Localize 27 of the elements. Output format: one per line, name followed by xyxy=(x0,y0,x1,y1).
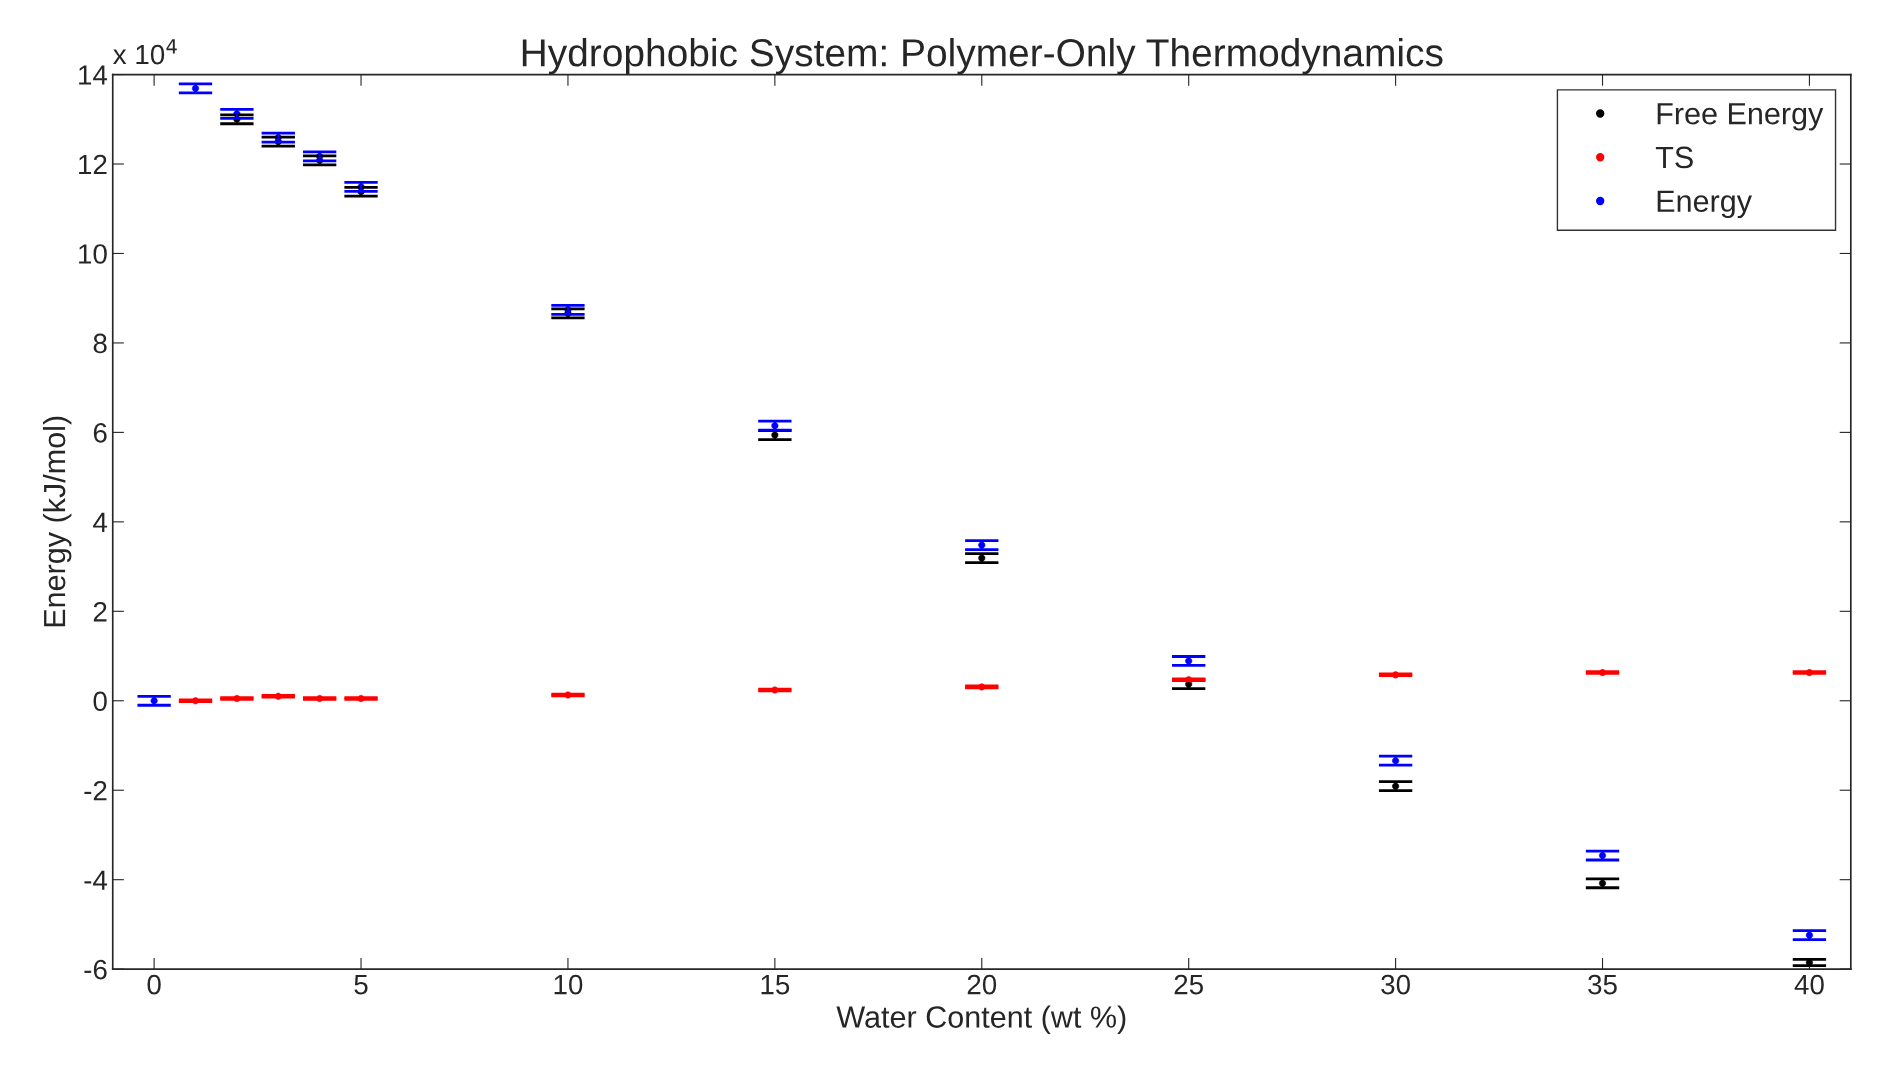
x-tick-label: 15 xyxy=(761,975,790,995)
y-tick-label: 0 xyxy=(93,691,107,712)
y-tick-label: 10 xyxy=(79,244,107,264)
x-tick-label: 10 xyxy=(554,974,583,995)
y-axis-title: Energy (kJ/mol) xyxy=(42,416,72,627)
text: x 10$^{4}$ xyxy=(113,39,177,65)
x-tick-label: 0 xyxy=(147,974,161,995)
y-tick-label: 8 xyxy=(93,333,107,354)
y-tick-label: 2 xyxy=(93,601,107,622)
y-tick-label: 4 xyxy=(93,512,108,532)
x-tick-label: 20 xyxy=(967,974,997,995)
y-tick-label: 6 xyxy=(93,423,107,443)
x-tick-label: 25 xyxy=(1174,974,1203,995)
y-tick-label: 14 xyxy=(79,65,108,85)
x-tick-label: 30 xyxy=(1381,974,1410,995)
x-tick-label: 5 xyxy=(354,975,368,995)
y-tick-label: -4 xyxy=(84,870,108,890)
legend-label: TS xyxy=(1655,146,1693,169)
chart-title: Hydrophobic System: Polymer-Only Thermodynamics xyxy=(522,38,1443,75)
x-tick-label: 35 xyxy=(1588,974,1617,995)
x-axis-title: Water Content (wt %) xyxy=(836,1005,1126,1034)
legend-label: Free Energy xyxy=(1657,103,1824,131)
x-tick-label: 40 xyxy=(1794,974,1824,995)
legend-label: Energy xyxy=(1657,190,1752,219)
y-tick-label: -6 xyxy=(84,959,107,980)
y-tick-label: -2 xyxy=(84,780,107,801)
y-tick-label: 12 xyxy=(79,154,107,175)
